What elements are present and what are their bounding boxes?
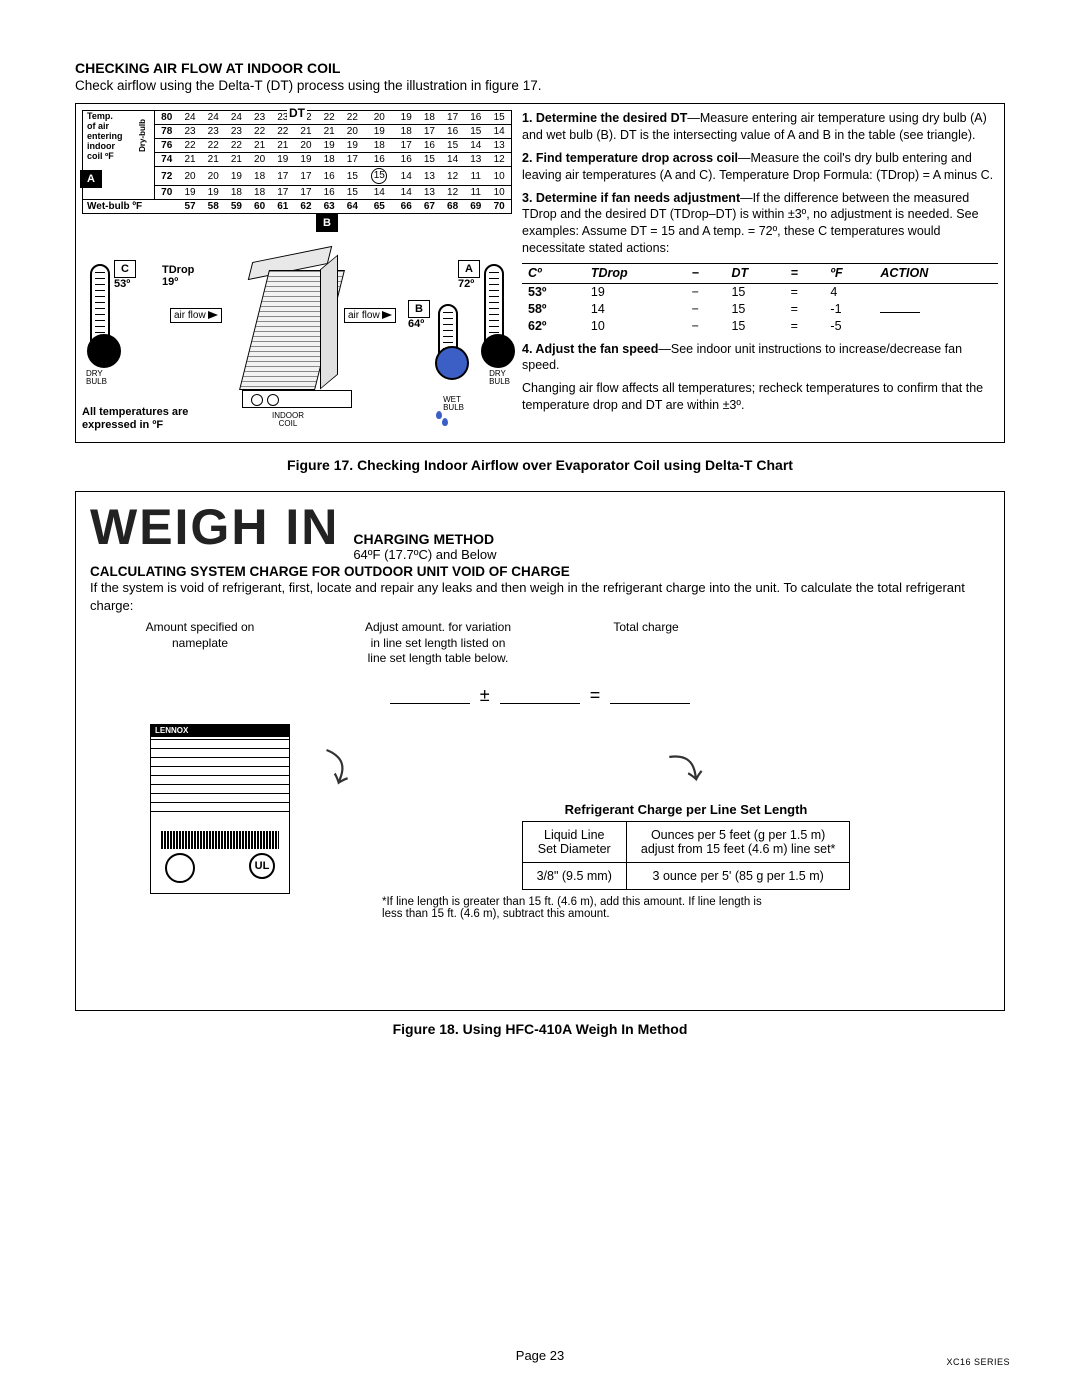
dt-table-wrap: DT A Temp.of airenteringindoorcoil ºFDry…	[82, 110, 512, 214]
blank-1	[390, 686, 470, 704]
charging-method-sub: 64ºF (17.7ºC) and Below	[353, 547, 496, 562]
step5-text: Changing air flow affects all temperatur…	[522, 380, 998, 414]
badge-a-table: A	[80, 170, 102, 188]
total-label: Total charge	[566, 620, 726, 636]
dry-bulb-label-left: DRYBULB	[86, 370, 107, 386]
nameplate-label: Amount specified onnameplate	[90, 620, 310, 651]
refcharge-head-2: Ounces per 5 feet (g per 1.5 m)adjust fr…	[626, 821, 850, 862]
dry-bulb-label-right: DRYBULB	[489, 370, 510, 386]
wet-bulb-label: WETBULB	[443, 396, 464, 412]
formula-line: ± =	[90, 685, 990, 706]
formula-row: Amount specified onnameplate Adjust amou…	[90, 620, 990, 667]
thermometer-a	[484, 264, 504, 352]
step3-lead: 3. Determine if fan needs adjustment	[522, 191, 740, 205]
refcharge-cell-1: 3/8" (9.5 mm)	[522, 862, 626, 889]
series-label: XC16 SERIES	[946, 1357, 1010, 1367]
figure-18-box: WEIGH IN CHARGING METHOD 64ºF (17.7ºC) a…	[75, 491, 1005, 1011]
badge-b-table: B	[316, 214, 338, 232]
airflow-diagram: C 53º TDrop 19º INDOORCOIL air flow air …	[82, 236, 512, 436]
water-drop-icon	[436, 411, 442, 419]
b-temp: 64º	[408, 318, 424, 330]
c-badge: C	[114, 260, 136, 278]
coil-label: INDOORCOIL	[272, 412, 304, 428]
dt-table: Temp.of airenteringindoorcoil ºFDry-bulb…	[82, 110, 512, 214]
step4-lead: 4. Adjust the fan speed	[522, 342, 658, 356]
section-title: CHECKING AIR FLOW AT INDOOR COIL	[75, 60, 1005, 76]
calc-title: CALCULATING SYSTEM CHARGE FOR OUTDOOR UN…	[90, 564, 990, 579]
figure-17-instructions: 1. Determine the desired DT—Measure ente…	[522, 110, 998, 436]
refcharge-head-1: Liquid LineSet Diameter	[522, 821, 626, 862]
label-c: C 53º	[114, 260, 136, 290]
figure-18-caption: Figure 18. Using HFC-410A Weigh In Metho…	[75, 1021, 1005, 1037]
a-badge: A	[458, 260, 480, 278]
curved-arrow-icon: ⤵	[313, 740, 359, 794]
csa-logo-icon	[165, 853, 195, 883]
charging-method-label: CHARGING METHOD	[353, 531, 496, 547]
dt-label: DT	[287, 106, 307, 120]
c-temp: 53º	[114, 278, 130, 290]
nameplate-graphic: LENNOX UL	[150, 724, 290, 894]
airflow-arrow-left: air flow	[170, 308, 222, 323]
figure-17-caption: Figure 17. Checking Indoor Airflow over …	[75, 457, 1005, 473]
thermometer-b-wet	[438, 304, 458, 364]
section-intro: Check airflow using the Delta-T (DT) pro…	[75, 78, 1005, 93]
blank-3	[610, 686, 690, 704]
airflow-arrow-right: air flow	[344, 308, 396, 323]
calc-desc: If the system is void of refrigerant, fi…	[90, 579, 990, 614]
b-badge: B	[408, 300, 430, 318]
adjust-label: Adjust amount. for variationin line set …	[328, 620, 548, 667]
weigh-in-title: WEIGH IN	[90, 502, 339, 552]
blank-2	[500, 686, 580, 704]
label-tdrop: TDrop 19º	[162, 264, 194, 288]
refcharge-cell-2: 3 ounce per 5' (85 g per 1.5 m)	[626, 862, 850, 889]
step1-lead: 1. Determine the desired DT	[522, 111, 687, 125]
step2-lead: 2. Find temperature drop across coil	[522, 151, 738, 165]
equals-icon: =	[590, 685, 601, 706]
thermometer-c	[90, 264, 110, 352]
coil-side	[320, 254, 338, 389]
nameplate-brand: LENNOX	[155, 726, 188, 735]
refcharge-wrap: Refrigerant Charge per Line Set Length L…	[382, 802, 990, 920]
figure-17-left: DT A Temp.of airenteringindoorcoil ºFDry…	[82, 110, 512, 436]
refcharge-table: Liquid LineSet Diameter Ounces per 5 fee…	[522, 821, 851, 890]
label-b: B 64º	[408, 300, 430, 330]
temperature-note: All temperatures areexpressed in ºF	[82, 406, 188, 432]
plusminus-icon: ±	[480, 685, 490, 706]
refcharge-footnote: *If line length is greater than 15 ft. (…	[382, 896, 782, 920]
a-temp: 72º	[458, 278, 474, 290]
refcharge-title: Refrigerant Charge per Line Set Length	[382, 802, 990, 817]
label-a: A 72º	[458, 260, 480, 290]
curved-arrow-icon: ⤵	[666, 741, 706, 792]
water-drop-icon	[442, 418, 448, 426]
coil-base	[242, 390, 352, 408]
page-number: Page 23	[0, 1348, 1080, 1363]
ul-logo-icon: UL	[249, 853, 275, 879]
figure-17-box: DT A Temp.of airenteringindoorcoil ºFDry…	[75, 103, 1005, 443]
action-table: CºTDrop−DT=ºFACTION53º19−15=458º14−15=-1…	[522, 263, 998, 335]
